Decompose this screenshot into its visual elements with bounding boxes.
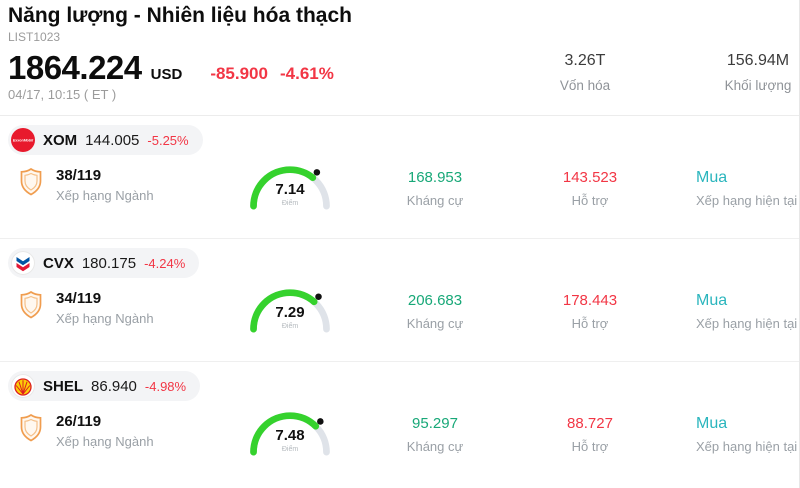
score-gauge-arc	[250, 166, 330, 210]
currency-label: USD	[150, 66, 183, 83]
stock-row-shel: SHEL 86.940 -4.98% 26/119 Xếp hạng Ngành	[0, 362, 799, 485]
ticker-symbol: CVX	[43, 254, 74, 272]
chevron-logo-icon	[11, 251, 35, 275]
industry-rank-label: Xếp hạng Ngành	[56, 434, 154, 449]
stock-row-xom: ExxonMobil XOM 144.005 -5.25% 38/119 Xếp…	[0, 116, 799, 239]
resistance-label: Kháng cự	[406, 316, 464, 331]
stock-price: 144.005	[85, 131, 140, 149]
score-value: 7.29	[275, 304, 305, 321]
stock-badge-xom[interactable]: ExxonMobil XOM 144.005 -5.25%	[8, 125, 203, 155]
industry-rank-label: Xếp hạng Ngành	[56, 311, 154, 326]
score-gauge: 7.29 Điểm	[230, 279, 350, 345]
resistance-block: 168.953 Kháng cự	[350, 162, 520, 208]
rating-label: Xếp hạng hiện tại	[696, 439, 798, 454]
score-label: Điểm	[281, 200, 299, 207]
resistance-label: Kháng cự	[406, 193, 464, 208]
support-label: Hỗ trợ	[571, 439, 609, 454]
change-percent: -4.61%	[279, 64, 334, 83]
support-label: Hỗ trợ	[571, 316, 609, 331]
stock-badge-shel[interactable]: SHEL 86.940 -4.98%	[8, 371, 201, 401]
rating-block: Mua Xếp hạng hiện tại	[660, 285, 799, 331]
support-block: 88.727 Hỗ trợ	[520, 408, 660, 454]
shield-icon	[18, 290, 44, 325]
volume-label: Khối lượng	[724, 78, 792, 93]
stock-change: -4.98%	[144, 378, 187, 394]
rating-block: Mua Xếp hạng hiện tại	[660, 162, 799, 208]
resistance-block: 95.297 Kháng cự	[350, 408, 520, 454]
shield-icon	[18, 167, 44, 202]
price-line: 1864.224 USD -85.900 -4.61%	[8, 51, 799, 84]
score-gauge: 7.14 Điểm	[230, 156, 350, 222]
quote-timestamp: 04/17, 10:15 ( ET )	[8, 87, 117, 102]
stock-price: 180.175	[81, 254, 137, 272]
index-change: -85.900 -4.61%	[210, 64, 334, 84]
row-content: 34/119 Xếp hạng Ngành 7.29 Điểm 206.683 …	[0, 285, 799, 345]
stock-change: -4.24%	[144, 255, 186, 271]
row-content: 38/119 Xếp hạng Ngành 7.14 Điểm 168.953 …	[0, 162, 799, 222]
rating-value: Mua	[696, 292, 728, 309]
market-cap-label: Vốn hóa	[559, 78, 611, 93]
industry-rank-value: 38/119	[56, 167, 102, 184]
score-value: 7.48	[275, 427, 305, 444]
market-cap-value: 3.26T	[564, 52, 606, 69]
change-value: -85.900	[210, 64, 268, 83]
market-cap-stat: 3.26T Vốn hóa	[522, 52, 648, 93]
volume-stat: 156.94M Khối lượng	[706, 52, 799, 93]
rating-value: Mua	[696, 169, 728, 186]
stock-change: -5.25%	[147, 132, 189, 148]
exxonmobil-logo-icon: ExxonMobil	[11, 128, 35, 152]
score-gauge-arc	[250, 289, 330, 333]
list-id: LIST1023	[8, 30, 61, 44]
industry-rank-block: 34/119 Xếp hạng Ngành	[18, 285, 230, 326]
score-gauge-arc	[250, 412, 330, 456]
resistance-value: 95.297	[412, 415, 458, 432]
score-label: Điểm	[281, 446, 299, 453]
support-block: 178.443 Hỗ trợ	[520, 285, 660, 331]
resistance-value: 168.953	[407, 169, 463, 186]
rating-label: Xếp hạng hiện tại	[696, 193, 798, 208]
rating-block: Mua Xếp hạng hiện tại	[660, 408, 799, 454]
shield-icon	[18, 413, 44, 448]
page-title: Năng lượng - Nhiên liệu hóa thạch	[8, 4, 352, 27]
score-label: Điểm	[281, 323, 299, 330]
industry-rank-block: 38/119 Xếp hạng Ngành	[18, 162, 230, 203]
score-gauge: 7.48 Điểm	[230, 402, 350, 468]
support-value: 143.523	[562, 169, 618, 186]
svg-text:ExxonMobil: ExxonMobil	[13, 139, 34, 143]
rating-label: Xếp hạng hiện tại	[696, 316, 798, 331]
stock-row-cvx: CVX 180.175 -4.24% 34/119 Xếp hạng Ngành	[0, 239, 799, 362]
stock-badge-cvx[interactable]: CVX 180.175 -4.24%	[8, 248, 200, 278]
resistance-block: 206.683 Kháng cự	[350, 285, 520, 331]
row-content: 26/119 Xếp hạng Ngành 7.48 Điểm 95.297 K…	[0, 408, 799, 468]
volume-value: 156.94M	[726, 52, 790, 69]
industry-rank-value: 26/119	[56, 413, 102, 430]
industry-rank-label: Xếp hạng Ngành	[56, 188, 154, 203]
support-value: 178.443	[562, 292, 618, 309]
rating-value: Mua	[696, 415, 728, 432]
support-label: Hỗ trợ	[571, 193, 609, 208]
support-block: 143.523 Hỗ trợ	[520, 162, 660, 208]
industry-rank-block: 26/119 Xếp hạng Ngành	[18, 408, 230, 449]
stock-price: 86.940	[91, 377, 137, 395]
resistance-value: 206.683	[407, 292, 463, 309]
score-value: 7.14	[275, 181, 305, 198]
resistance-label: Kháng cự	[406, 439, 464, 454]
index-price: 1864.224	[8, 49, 142, 86]
support-value: 88.727	[567, 415, 613, 432]
industry-rank-value: 34/119	[56, 290, 102, 307]
ticker-symbol: SHEL	[43, 377, 84, 395]
ticker-symbol: XOM	[43, 131, 78, 149]
sector-header: Năng lượng - Nhiên liệu hóa thạch LIST10…	[0, 0, 799, 116]
shell-logo-icon	[11, 374, 35, 398]
